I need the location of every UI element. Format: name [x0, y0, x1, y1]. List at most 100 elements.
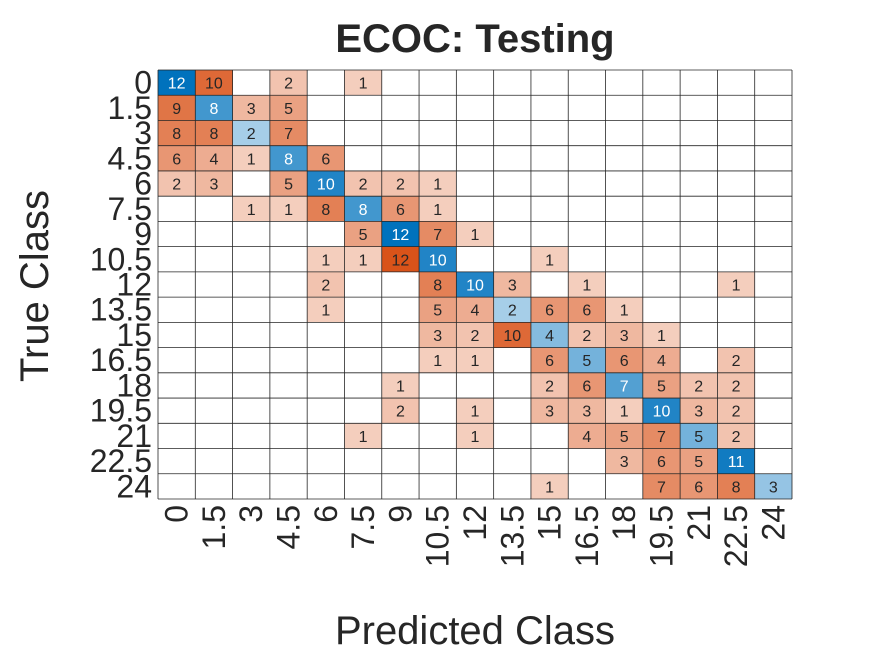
matrix-cell — [568, 297, 606, 323]
y-tick-label: 13.5 — [90, 292, 152, 328]
matrix-cell — [456, 322, 494, 348]
matrix-cell — [344, 170, 382, 197]
matrix-cell — [232, 196, 270, 222]
matrix-cell — [456, 347, 494, 373]
matrix-cell — [195, 170, 233, 197]
matrix-cell — [642, 347, 681, 373]
x-tick-label: 18 — [606, 505, 642, 541]
cell-value-label: 2 — [172, 177, 181, 194]
cell-value-label: 1 — [433, 177, 442, 194]
matrix-cell — [344, 423, 382, 449]
cell-value-label: 5 — [433, 303, 442, 320]
matrix-cell — [232, 145, 270, 171]
cell-value-label: 8 — [321, 202, 330, 219]
matrix-cell — [456, 297, 494, 323]
cell-value-label: 12 — [392, 227, 410, 244]
matrix-cell — [605, 423, 643, 449]
matrix-cell — [307, 246, 345, 272]
cell-value-label: 2 — [732, 353, 741, 370]
x-tick-label: 6 — [308, 505, 344, 523]
matrix-cell — [680, 423, 718, 449]
x-tick-label: 24 — [755, 505, 791, 541]
matrix-cell — [158, 145, 196, 171]
cell-value-label: 1 — [545, 252, 554, 269]
matrix-cell — [456, 271, 494, 298]
matrix-cell — [419, 246, 457, 272]
x-tick-label: 3 — [233, 505, 269, 523]
cell-value-label: 2 — [471, 328, 480, 345]
matrix-cell — [307, 170, 345, 197]
matrix-cell — [680, 372, 718, 399]
y-tick-label: 24 — [116, 468, 152, 504]
cell-value-label: 8 — [359, 202, 368, 219]
x-tick-label: 22.5 — [718, 505, 754, 567]
cell-value-label: 10 — [317, 177, 335, 194]
cell-value-label: 3 — [545, 404, 554, 421]
cell-value-label: 3 — [433, 328, 442, 345]
matrix-cell — [717, 398, 755, 424]
matrix-cell — [530, 347, 569, 373]
matrix-cell — [605, 347, 643, 373]
cell-value-label: 2 — [321, 278, 330, 295]
x-tick-label: 15 — [532, 505, 568, 541]
matrix-cell — [381, 398, 420, 424]
y-tick-label: 18 — [116, 367, 152, 403]
cell-value-label: 1 — [582, 278, 591, 295]
matrix-cell — [530, 372, 569, 399]
cell-value-label: 2 — [694, 378, 703, 395]
matrix-cell — [419, 170, 457, 197]
matrix-cell — [381, 372, 420, 399]
x-tick-label: 10.5 — [420, 505, 456, 567]
cell-value-label: 6 — [545, 353, 554, 370]
cell-value-label: 1 — [321, 252, 330, 269]
matrix-cell — [381, 221, 420, 247]
matrix-cell — [642, 322, 681, 348]
matrix-cell — [642, 398, 681, 424]
matrix-cell — [158, 70, 196, 96]
cell-value-label: 2 — [732, 378, 741, 395]
cell-value-label: 6 — [545, 303, 554, 320]
matrix-cell — [158, 170, 196, 197]
x-tick-label: 19.5 — [643, 505, 679, 567]
matrix-cell — [530, 398, 569, 424]
cell-value-label: 6 — [657, 454, 666, 471]
cell-value-label: 5 — [582, 353, 591, 370]
matrix-cell — [605, 448, 643, 474]
cell-value-label: 10 — [205, 76, 223, 93]
matrix-cell — [605, 372, 643, 399]
matrix-cell — [605, 297, 643, 323]
matrix-cell — [680, 448, 718, 474]
y-tick-label: 21 — [116, 418, 152, 454]
matrix-cell — [307, 271, 345, 298]
cell-value-label: 4 — [582, 429, 591, 446]
matrix-cell — [605, 322, 643, 348]
matrix-cell — [717, 473, 755, 499]
matrix-cell — [530, 297, 569, 323]
matrix-cell — [269, 120, 308, 146]
matrix-cells: 12 10 2 19 8 3 58 8 2 76 4 1 8 62 3 5 10 2 2 11 1 8 8 6 15 12 7 11 1… — [158, 70, 792, 499]
cell-value-label: 2 — [508, 303, 517, 320]
cell-value-label: 3 — [694, 404, 703, 421]
cell-value-label: 1 — [471, 353, 480, 370]
cell-value-label: 4 — [657, 353, 666, 370]
y-tick-label: 16.5 — [90, 342, 152, 378]
matrix-cell — [419, 297, 457, 323]
y-tick-label: 19.5 — [90, 393, 152, 429]
matrix-cell — [232, 120, 270, 146]
x-tick-label: 21 — [681, 505, 717, 541]
y-tick-label: 10.5 — [90, 241, 152, 277]
y-tick-label: 4.5 — [108, 140, 152, 176]
matrix-cell — [530, 246, 569, 272]
cell-value-label: 7 — [620, 378, 629, 395]
matrix-cell — [717, 423, 755, 449]
matrix-cell — [158, 120, 196, 146]
cell-value-label: 10 — [653, 404, 671, 421]
cell-value-label: 3 — [769, 479, 778, 496]
matrix-cell — [269, 95, 308, 121]
cell-value-label: 1 — [657, 328, 666, 345]
cell-value-label: 3 — [582, 404, 591, 421]
cell-value-label: 1 — [284, 202, 293, 219]
cell-value-label: 4 — [545, 328, 554, 345]
matrix-cell — [642, 448, 681, 474]
